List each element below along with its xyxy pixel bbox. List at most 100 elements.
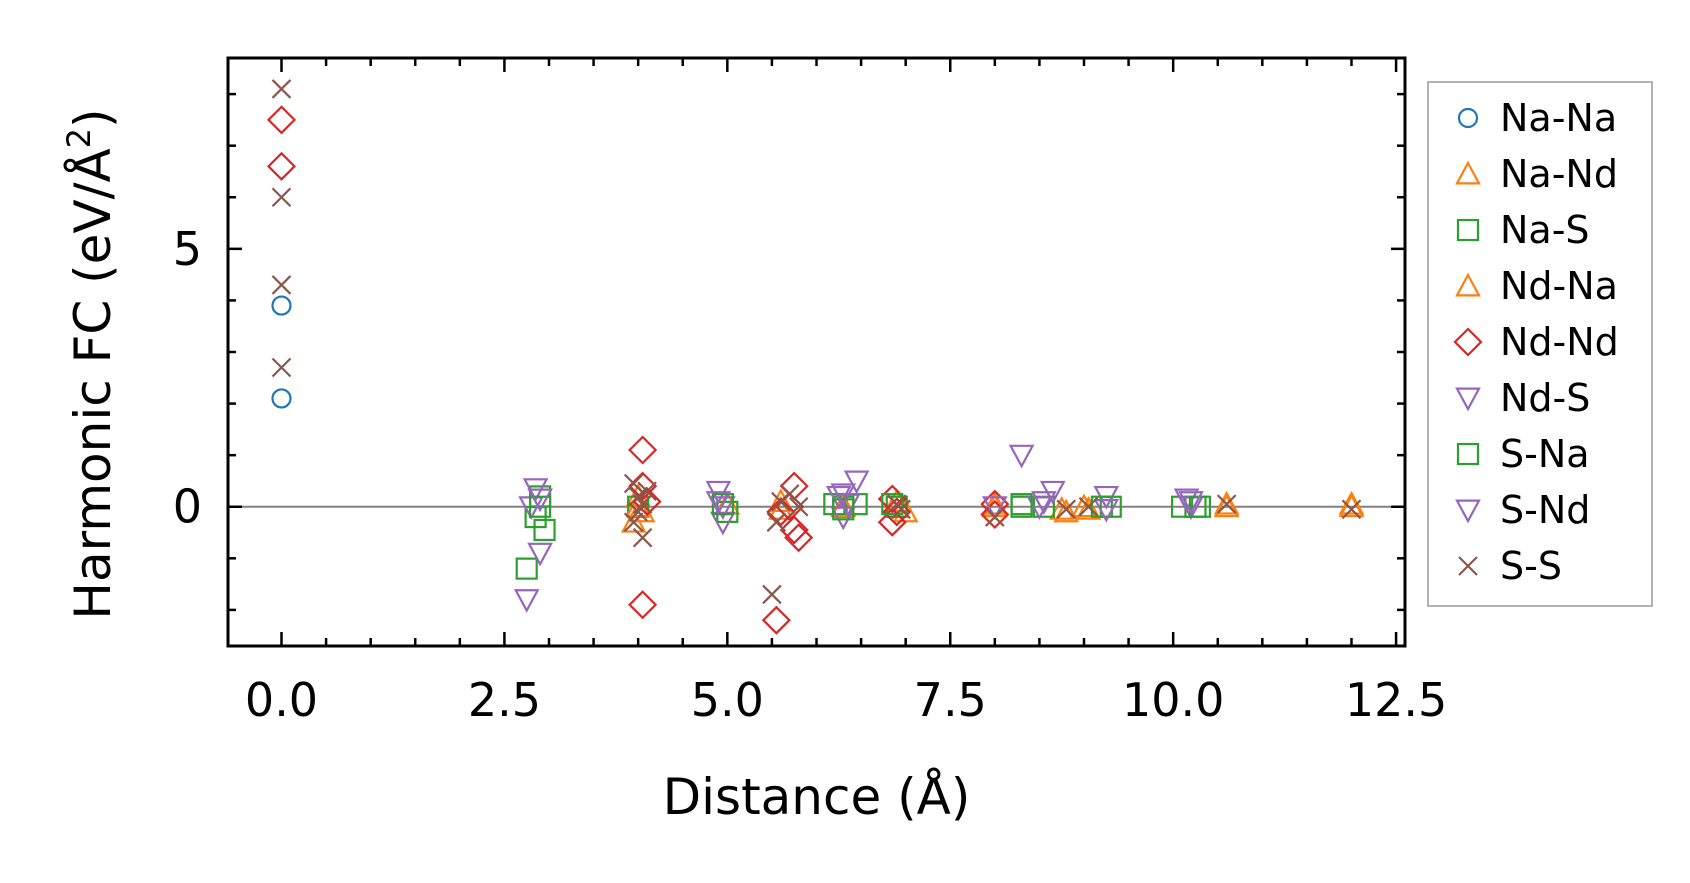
- legend-entry: Nd-Nd: [1453, 320, 1619, 364]
- legend-label: Na-Na: [1500, 96, 1617, 140]
- data-point: [843, 470, 870, 495]
- data-point: [271, 79, 292, 99]
- legend-label: Nd-S: [1500, 376, 1590, 420]
- legend-label: Nd-Na: [1500, 264, 1618, 308]
- legend-marker: [1455, 499, 1481, 524]
- data-point: [762, 584, 782, 605]
- data-point: [1178, 491, 1204, 515]
- legend-entry: Nd-S: [1455, 376, 1590, 420]
- data-point: [705, 491, 732, 515]
- data-point: [761, 605, 791, 635]
- tick-labels: 0.0 2.5 5.0 7.5 10.0 12.5 0 5: [173, 222, 1448, 727]
- data-point: [637, 481, 657, 502]
- data-point: [981, 496, 1008, 521]
- data-point: [1078, 496, 1099, 517]
- data-point: [628, 435, 658, 465]
- data-point: [266, 151, 297, 181]
- legend-marker: [1455, 272, 1481, 297]
- x-tick-label: 10.0: [1122, 673, 1224, 727]
- data-point: [1056, 499, 1076, 520]
- y-axis-title-superscript: 2: [60, 128, 98, 148]
- series-nd-s: [513, 444, 1204, 613]
- y-axis-title: Harmonic FC (eV/Å2): [60, 108, 122, 619]
- legend-marker: [1457, 107, 1479, 129]
- data-point: [985, 507, 1005, 527]
- data-point: [766, 497, 796, 527]
- data-point: [710, 511, 736, 536]
- y-axis-title-close: ): [64, 108, 122, 128]
- series-nd-nd: [266, 105, 1010, 635]
- y-axis-title-main: Harmonic FC (eV/Å: [64, 148, 122, 619]
- legend-entry: Na-Nd: [1455, 152, 1618, 196]
- data-point: [271, 357, 292, 378]
- data-point: [882, 497, 912, 527]
- data-point: [632, 494, 653, 514]
- legend-entry: Na-Na: [1457, 96, 1617, 140]
- data-point: [830, 483, 857, 508]
- data-point: [779, 484, 800, 504]
- data-point: [980, 499, 1010, 530]
- data-point: [628, 590, 658, 620]
- data-point: [528, 495, 552, 518]
- legend-label: S-Nd: [1500, 488, 1590, 532]
- series-s-nd: [527, 483, 1204, 523]
- data-point: [788, 496, 809, 517]
- y-tick-label: 5: [173, 222, 202, 276]
- axis-ticks: [228, 58, 1405, 646]
- data-point: [1008, 444, 1035, 469]
- data-point: [825, 485, 852, 510]
- x-tick-label: 5.0: [691, 673, 764, 727]
- data-point: [1216, 494, 1237, 514]
- data-point: [779, 515, 809, 545]
- data-point: [981, 490, 1008, 515]
- data-point: [632, 527, 653, 548]
- series-s-s: [271, 79, 1362, 605]
- data-point: [1010, 493, 1033, 516]
- legend-label: Nd-Nd: [1500, 320, 1619, 364]
- legend-label: S-Na: [1500, 432, 1590, 476]
- data-point: [513, 589, 540, 613]
- data-point: [271, 187, 292, 208]
- data-point: [1075, 496, 1102, 520]
- data-point: [527, 542, 553, 567]
- legend: Na-Na Na-Nd Na-S Nd-Na Nd-Nd Nd-S S-Na S-Nd S-S: [1427, 81, 1653, 607]
- data-point: [271, 388, 292, 409]
- legend-marker: [1458, 556, 1478, 576]
- x-tick-label: 2.5: [468, 673, 541, 727]
- legend-marker: [1455, 387, 1481, 412]
- data-point: [881, 493, 904, 516]
- legend-entry: Nd-Na: [1455, 264, 1618, 308]
- legend-label: Na-Nd: [1500, 152, 1618, 196]
- data-point: [832, 498, 855, 521]
- legend-label: Na-S: [1500, 208, 1590, 252]
- data-point: [271, 295, 292, 316]
- x-tick-label: 12.5: [1345, 673, 1447, 727]
- legend-entry: S-Na: [1456, 432, 1590, 476]
- y-tick-label: 0: [173, 480, 202, 534]
- x-tick-label: 0.0: [245, 673, 318, 727]
- data-point: [1031, 491, 1057, 515]
- data-point: [1053, 498, 1080, 523]
- data-point: [515, 557, 538, 580]
- plot-frame: [226, 56, 1407, 648]
- legend-marker: [1455, 160, 1481, 185]
- data-point: [766, 512, 787, 532]
- data-point: [891, 499, 911, 520]
- legend-entry: S-S: [1458, 544, 1562, 588]
- data-markers: [266, 79, 1365, 635]
- legend-marker: [1456, 442, 1480, 466]
- legend-entry: S-Nd: [1455, 488, 1590, 532]
- legend-entry: Na-S: [1456, 208, 1590, 252]
- data-point: [623, 512, 644, 532]
- data-point: [877, 507, 907, 537]
- x-axis-title: Distance (Å): [663, 768, 971, 826]
- data-point: [784, 523, 814, 553]
- data-point: [623, 473, 644, 494]
- data-point: [266, 105, 297, 135]
- legend-marker: [1456, 218, 1480, 242]
- data-point: [1026, 496, 1053, 521]
- data-point: [1093, 498, 1120, 523]
- x-tick-label: 7.5: [914, 673, 987, 727]
- data-point: [527, 488, 553, 513]
